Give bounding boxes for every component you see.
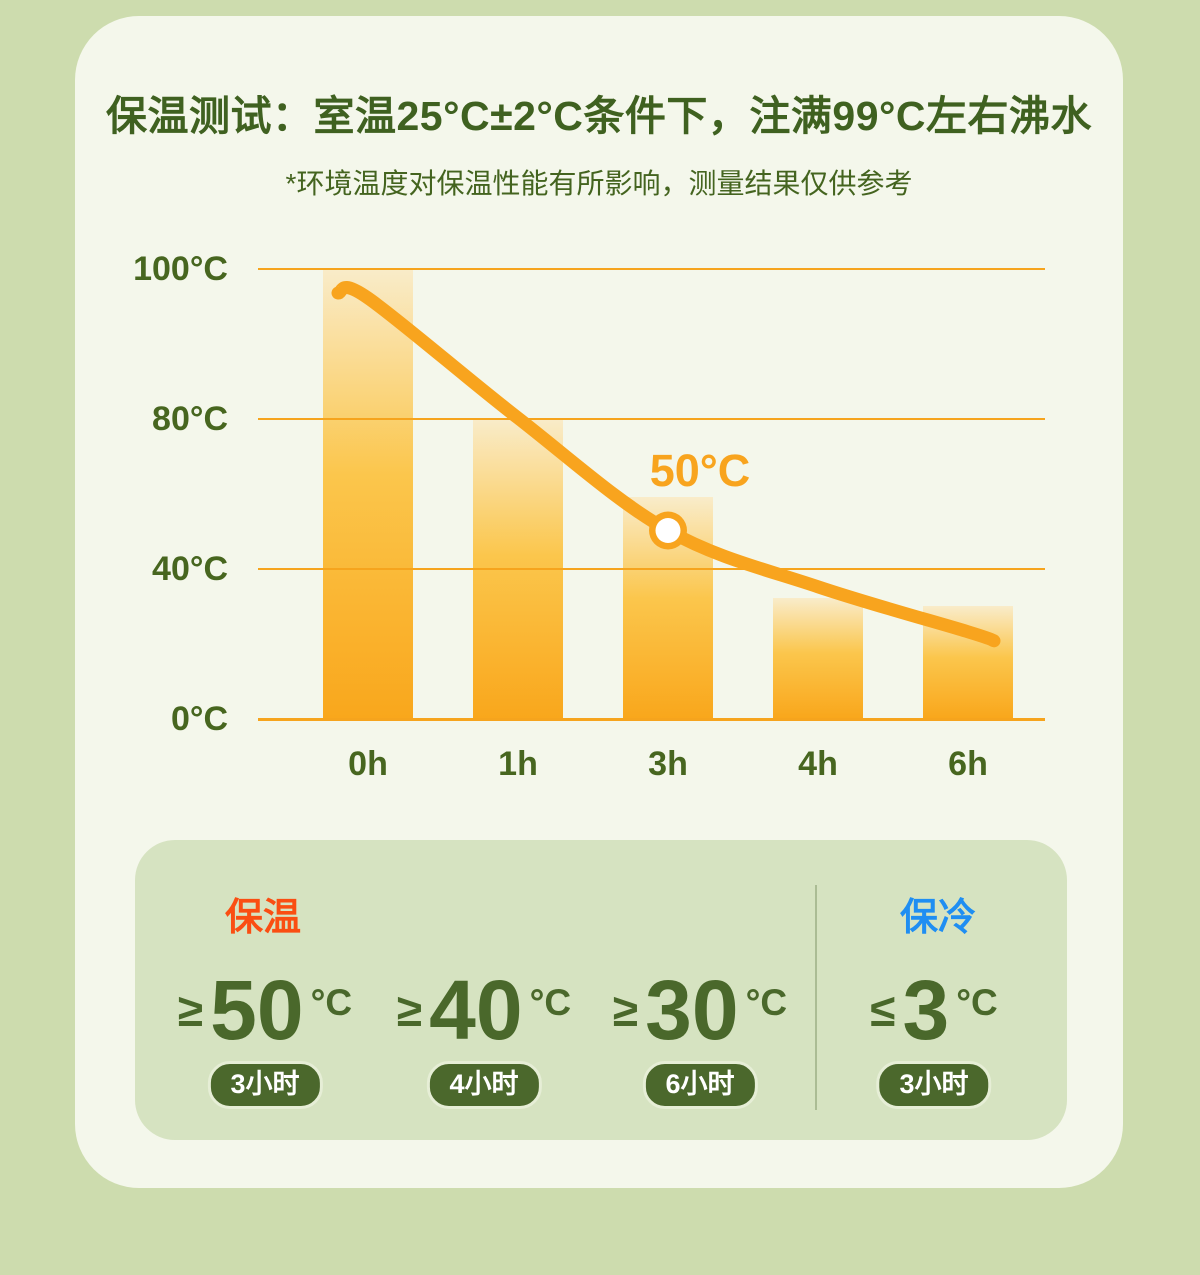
metric-number: 30: [645, 963, 739, 1057]
y-tick-label: 80°C: [152, 400, 228, 438]
keep-warm-label: 保温: [225, 897, 302, 939]
metric-number: 40: [429, 963, 523, 1057]
metric-cold-1: ≤3 °C 3小时: [870, 966, 998, 1109]
comparator-symbol: ≤: [870, 984, 896, 1036]
metric-number: 50: [210, 963, 304, 1057]
gridline-40: [258, 568, 1045, 570]
bar-4h: [773, 598, 863, 718]
metric-value-row: ≥50 °C: [178, 966, 352, 1054]
x-tick-label: 3h: [648, 745, 688, 783]
disclaimer-note: *环境温度对保温性能有所影响，测量结果仅供参考: [285, 168, 913, 199]
insulation-test-chart: 100°C 80°C 40°C 0°C 0h 1h 3h 4h 6h 50°C: [133, 250, 1045, 783]
metric-value-row: ≥40 °C: [397, 966, 571, 1054]
metric-value-row: ≤3 °C: [870, 966, 998, 1054]
metric-number: 3: [902, 963, 950, 1057]
duration-badge: 4小时: [426, 1061, 542, 1109]
gridline-80: [258, 418, 1045, 420]
comparator-symbol: ≥: [177, 984, 204, 1036]
duration-badge: 6小时: [642, 1061, 758, 1109]
metric-warm-1: ≥50 °C 3小时: [178, 966, 352, 1109]
gridline-0: [258, 718, 1045, 721]
section-divider: [815, 885, 817, 1110]
metric-unit: °C: [956, 982, 998, 1023]
content-panel: 保温测试：室温25°C±2°C条件下，注满99°C左右沸水 *环境温度对保温性能…: [75, 16, 1123, 1188]
page-title: 保温测试：室温25°C±2°C条件下，注满99°C左右沸水: [105, 93, 1093, 139]
bar-0h: [323, 268, 413, 718]
metric-unit: °C: [529, 982, 572, 1023]
metric-warm-2: ≥40 °C 4小时: [397, 966, 571, 1109]
curve-annotation: 50°C: [649, 444, 751, 496]
x-tick-label: 0h: [348, 745, 388, 783]
y-tick-label: 100°C: [133, 250, 228, 288]
duration-badge: 3小时: [207, 1061, 323, 1109]
metric-unit: °C: [745, 982, 788, 1023]
cooling-curve: [331, 281, 1001, 648]
x-tick-label: 1h: [498, 745, 538, 783]
metric-value-row: ≥30 °C: [613, 966, 787, 1054]
x-tick-label: 6h: [948, 745, 988, 783]
metric-unit: °C: [310, 982, 353, 1023]
x-tick-label: 4h: [798, 745, 838, 783]
summary-card: 保温 保冷 ≥50 °C 3小时 ≥40 °C 4小时 ≥30 °C 6小时 ≤3 °C 3小时: [135, 840, 1067, 1140]
metric-warm-3: ≥30 °C 6小时: [613, 966, 787, 1109]
duration-badge: 3小时: [876, 1061, 992, 1109]
y-tick-label: 40°C: [152, 550, 228, 588]
comparator-symbol: ≥: [612, 984, 639, 1036]
comparator-symbol: ≥: [396, 984, 423, 1036]
gridline-100: [258, 268, 1045, 270]
keep-cold-label: 保冷: [900, 897, 977, 939]
y-tick-label: 0°C: [170, 700, 228, 738]
curve-point: [655, 518, 681, 543]
